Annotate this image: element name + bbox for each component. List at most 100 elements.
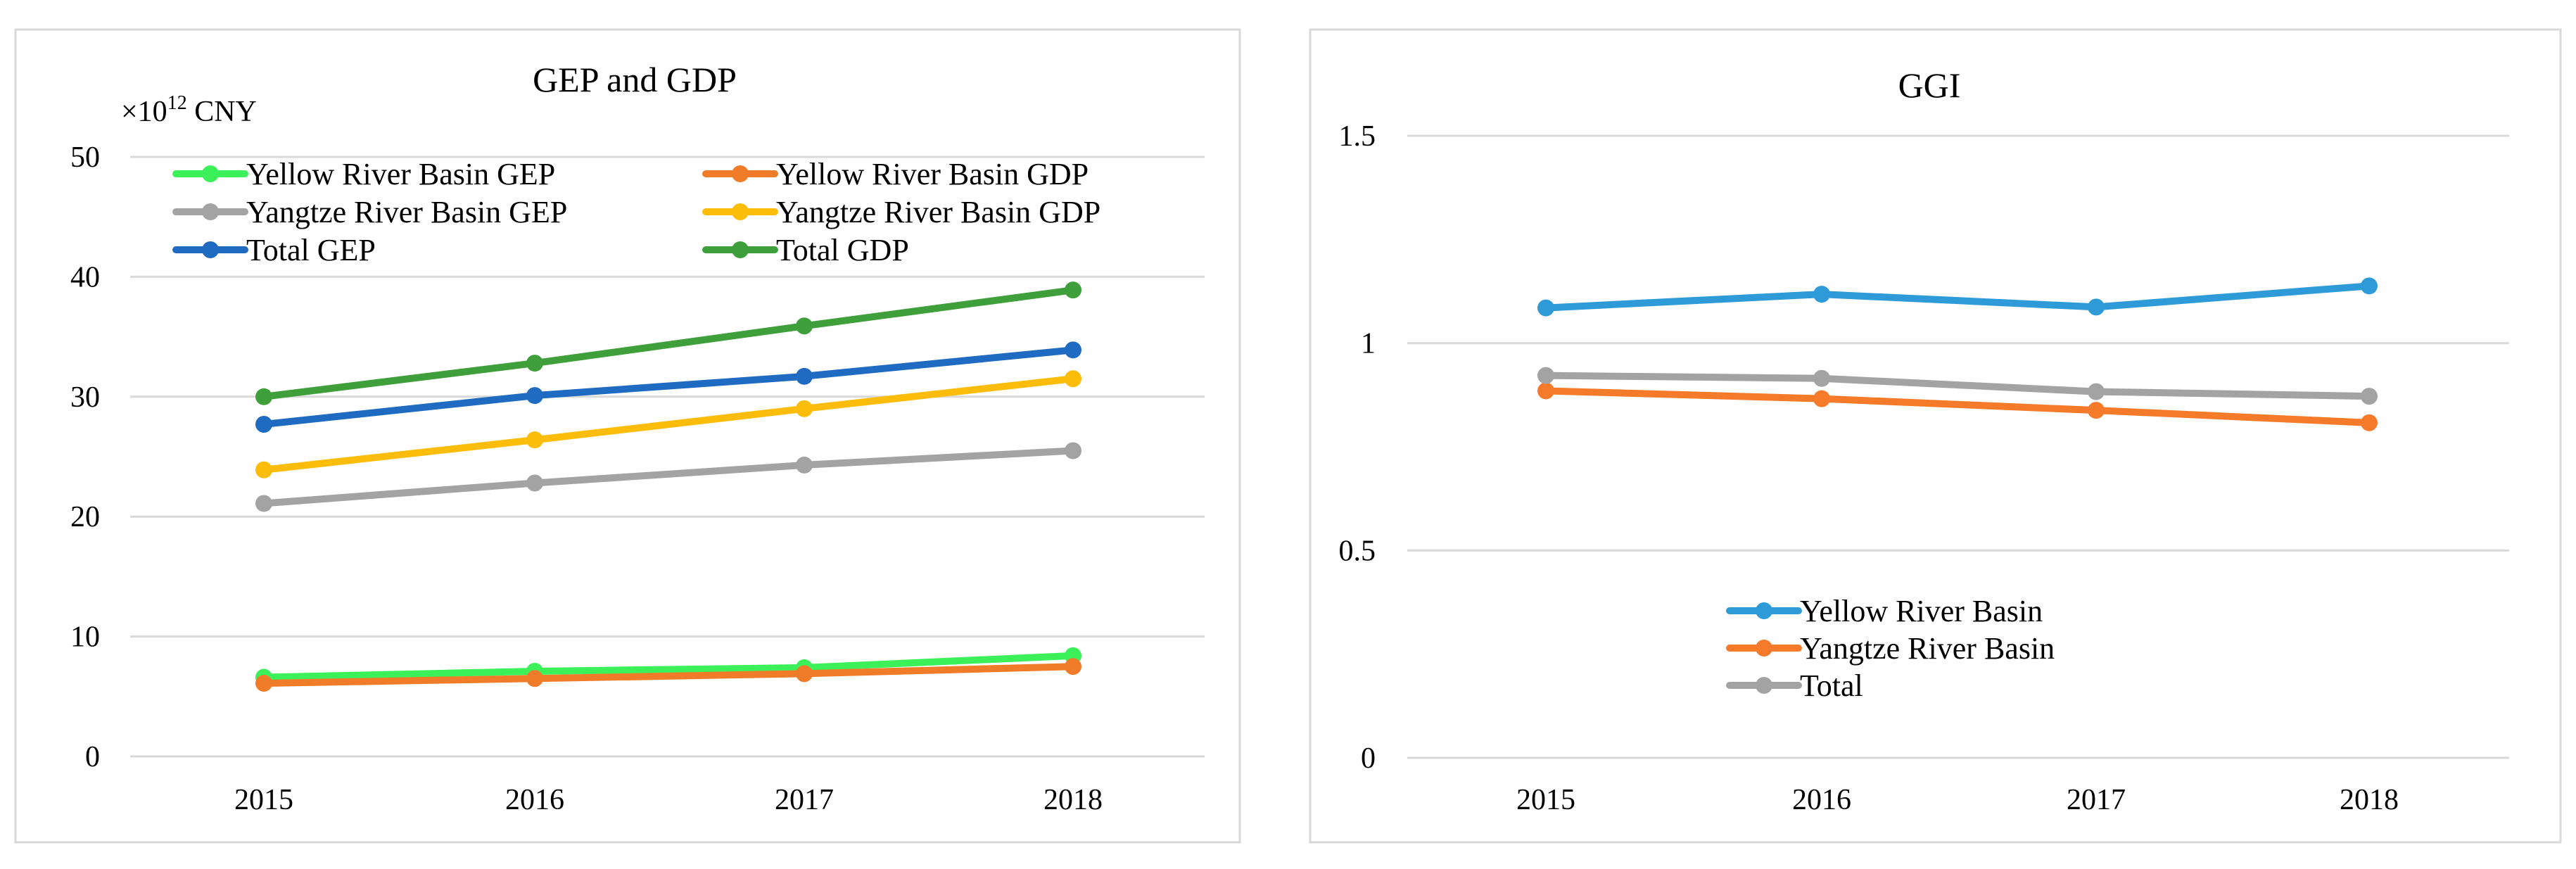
- data-point: [796, 317, 813, 335]
- y-unit-label: ×1012 CNY: [121, 92, 257, 128]
- y-tick-label: 1: [1361, 328, 1376, 360]
- chart-frame: [14, 28, 1241, 844]
- y-axis-ticks: 0 10 20 30 40 50: [70, 141, 100, 773]
- data-point: [796, 400, 813, 417]
- y-tick-label: 0.5: [1339, 535, 1376, 567]
- data-point: [255, 461, 272, 478]
- x-tick-label: 2016: [1792, 784, 1851, 816]
- legend-swatch-marker: [732, 241, 749, 258]
- data-point: [1537, 367, 1554, 384]
- y-tick-label: 50: [70, 141, 100, 174]
- series-lines: [1537, 277, 2378, 431]
- unit-exponent: 12: [167, 92, 187, 114]
- data-point: [2361, 388, 2378, 405]
- data-point: [796, 456, 813, 474]
- x-tick-label: 2018: [2340, 784, 2399, 816]
- unit-prefix: ×10: [121, 96, 167, 128]
- data-point: [2088, 402, 2105, 419]
- legend-label: Total GEP: [246, 233, 376, 267]
- data-point: [526, 355, 543, 372]
- data-point: [796, 367, 813, 385]
- legend-label: Yangtze River Basin GEP: [246, 195, 567, 229]
- data-point: [1065, 658, 1081, 675]
- series-line: [260, 346, 1077, 428]
- legend-swatch-marker: [202, 203, 219, 220]
- legend-swatch-marker: [1756, 602, 1772, 619]
- legend-item: Total GEP: [172, 233, 376, 267]
- legend-swatch-marker: [1756, 640, 1772, 656]
- data-point: [1065, 442, 1081, 459]
- data-point: [1537, 299, 1554, 317]
- legend-swatch-marker: [202, 165, 219, 182]
- legend: Yellow River Basin GEP Yellow River Basin…: [172, 157, 1100, 267]
- data-point: [1813, 286, 1830, 303]
- x-tick-label: 2018: [1043, 784, 1103, 816]
- unit-suffix: CNY: [187, 96, 257, 128]
- legend-label: Total: [1800, 668, 1863, 703]
- chart-title: GGI: [1898, 65, 1961, 105]
- legend-swatch-marker: [732, 203, 749, 220]
- series-lines: [255, 281, 1081, 692]
- y-tick-label: 1.5: [1339, 120, 1376, 153]
- x-tick-label: 2017: [775, 784, 834, 816]
- data-point: [796, 665, 813, 683]
- series-line: [1542, 282, 2373, 312]
- data-point: [255, 388, 272, 405]
- y-tick-label: 40: [70, 261, 100, 293]
- legend-swatch-marker: [1756, 677, 1772, 694]
- chart-ggi: GGI 0 0.5 1 1.5 2015 2016 2017 2018 Yellow Riv…: [1309, 28, 2562, 844]
- y-tick-label: 0: [1361, 742, 1376, 775]
- data-point: [1813, 369, 1830, 387]
- legend-label: Total GDP: [776, 233, 909, 267]
- x-tick-label: 2015: [234, 784, 293, 816]
- data-point: [2361, 277, 2378, 295]
- legend-swatch-marker: [202, 241, 219, 258]
- x-axis-ticks: 2015 2016 2017 2018: [234, 784, 1103, 816]
- data-point: [255, 675, 272, 692]
- data-point: [2088, 298, 2105, 316]
- series-line: [260, 663, 1077, 687]
- data-point: [1065, 370, 1081, 388]
- series-line: [1542, 387, 2373, 426]
- data-point: [2088, 383, 2105, 400]
- legend-label: Yellow River Basin GEP: [246, 157, 555, 191]
- legend-swatch-marker: [732, 165, 749, 182]
- legend-item: Yellow River Basin GDP: [702, 157, 1089, 191]
- data-point: [2361, 414, 2378, 431]
- y-tick-label: 10: [70, 621, 100, 654]
- chart-title: GEP and GDP: [533, 60, 737, 99]
- legend-item: Yangtze River Basin GDP: [702, 195, 1100, 229]
- y-tick-label: 0: [85, 741, 100, 773]
- gridlines: [1407, 134, 2509, 759]
- x-axis-ticks: 2015 2016 2017 2018: [1516, 784, 2399, 816]
- data-point: [1065, 281, 1081, 299]
- data-point: [255, 495, 272, 512]
- legend-label: Yellow River Basin: [1800, 594, 2043, 628]
- legend-label: Yangtze River Basin GDP: [776, 195, 1100, 229]
- series-line: [260, 652, 1077, 681]
- legend-item: Total GDP: [702, 233, 909, 267]
- series-line: [260, 286, 1077, 400]
- legend-item: Yellow River Basin: [1726, 594, 2043, 628]
- data-point: [526, 474, 543, 492]
- series-line: [1542, 372, 2373, 400]
- data-point: [1537, 382, 1554, 400]
- data-point: [1813, 390, 1830, 407]
- legend-item: Total: [1726, 668, 1863, 703]
- chart-frame: [1309, 28, 2562, 844]
- data-point: [526, 431, 543, 449]
- data-point: [255, 415, 272, 433]
- legend-item: Yangtze River Basin GEP: [172, 195, 567, 229]
- data-point: [526, 387, 543, 405]
- legend-item: Yangtze River Basin: [1726, 631, 2055, 666]
- x-tick-label: 2016: [505, 784, 564, 816]
- x-tick-label: 2017: [2067, 784, 2126, 816]
- data-point: [1065, 341, 1081, 359]
- y-tick-label: 20: [70, 501, 100, 533]
- series-line: [260, 375, 1077, 474]
- y-axis-ticks: 0 0.5 1 1.5: [1339, 120, 1376, 775]
- data-point: [526, 670, 543, 687]
